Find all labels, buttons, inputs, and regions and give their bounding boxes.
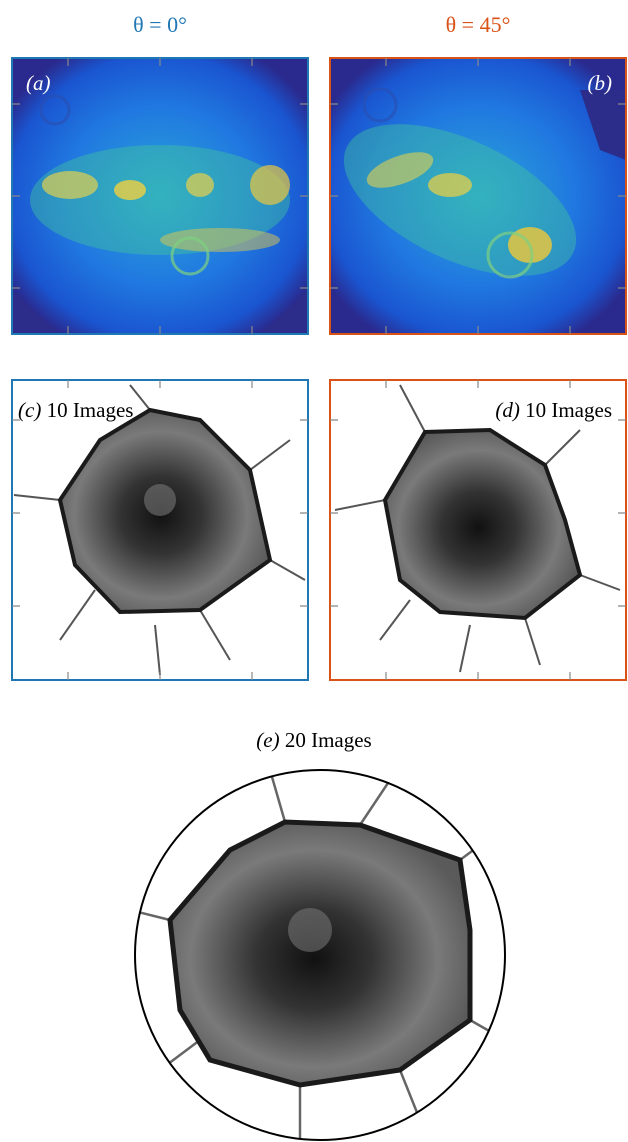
panel-label: (c) 10 Images xyxy=(18,398,133,422)
panel-caption: 20 Images xyxy=(285,728,372,752)
page: {"columns": [{"title": "θ = 0°", "color"… xyxy=(0,0,628,1142)
panel-label: (d) 10 Images xyxy=(495,398,612,422)
panel-label: (e) 20 Images xyxy=(256,728,371,752)
panel-tag: (c) xyxy=(18,398,41,422)
panel-caption: 10 Images xyxy=(525,398,612,422)
image-d xyxy=(330,380,626,680)
panel-tag: (e) xyxy=(256,728,279,752)
column-title: θ = 0° xyxy=(133,12,187,37)
figure: θ = 0° θ = 45° (a) (b) (c) 10 I xyxy=(0,0,628,1142)
image-b xyxy=(321,58,626,334)
image-c xyxy=(12,380,308,680)
panel-tag: (b) xyxy=(588,71,613,95)
panel-tag: (d) xyxy=(495,398,520,422)
panel-caption: 10 Images xyxy=(47,398,134,422)
image-a xyxy=(12,58,308,334)
panel-tag: (a) xyxy=(26,71,51,95)
column-title: θ = 45° xyxy=(446,12,511,37)
image-e xyxy=(130,765,510,1142)
